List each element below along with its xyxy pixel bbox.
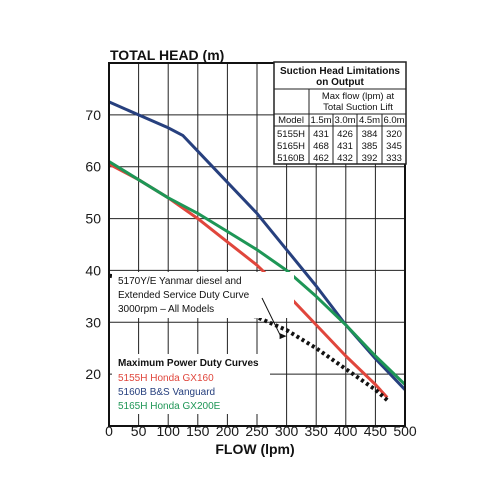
legend-title: Maximum Power Duty Curves	[118, 358, 259, 369]
x-tick-label: 50	[131, 423, 147, 439]
table-cell: 432	[337, 153, 353, 164]
table-cell: 431	[337, 141, 353, 152]
annotation-line-3: 3000rpm – All Models	[118, 304, 214, 315]
suction-head-table: Suction Head Limitations on Output Max f…	[273, 61, 407, 165]
table-cell: 385	[362, 141, 378, 152]
annotation-line-2: Extended Service Duty Curve	[118, 290, 250, 301]
table-header-cell: 3.0m	[334, 115, 355, 126]
annotation-backdrop	[112, 272, 294, 318]
table-cell: 333	[386, 153, 402, 164]
x-tick-label: 400	[334, 423, 358, 439]
plot-border	[108, 62, 406, 427]
table-header-cell: 4.5m	[359, 115, 380, 126]
annotation-line-1: 5170Y/E Yanmar diesel and	[118, 276, 242, 287]
x-tick-label: 100	[157, 423, 181, 439]
table-cell: 5155H	[277, 129, 305, 140]
table-cell: 5165H	[277, 141, 305, 152]
table-cell: 5160B	[277, 153, 304, 164]
x-tick-label: 300	[275, 423, 299, 439]
table-cell: 468	[313, 141, 329, 152]
x-tick-label: 350	[305, 423, 329, 439]
annotation-arrow-line	[261, 297, 282, 337]
legend-backdrop	[112, 354, 270, 414]
x-tick-label: 200	[216, 423, 240, 439]
annotation-arrow	[261, 297, 287, 340]
legend-entry-5155h: 5155H Honda GX160	[118, 373, 214, 384]
table-subheader-line-2: Total Suction Lift	[323, 102, 393, 113]
table-background	[273, 61, 407, 165]
legend-entry-5160b: 5160B B&S Vanguard	[118, 387, 215, 398]
y-tick-label: 40	[85, 262, 101, 278]
legend: Maximum Power Duty Curves 5155H Honda GX…	[112, 354, 270, 414]
tick-labels: 0 50 100 150 200 250 300 350 400 450 500 20 30 40 50 60…	[85, 107, 416, 439]
table-subheader-line-1: Max flow (lpm) at	[322, 91, 395, 102]
table-cell: 320	[386, 129, 402, 140]
x-tick-label: 150	[186, 423, 210, 439]
annotation: 5170Y/E Yanmar diesel and Extended Servi…	[112, 272, 294, 340]
plot-frame	[108, 62, 406, 427]
annotation-arrow-head	[279, 333, 287, 340]
x-tick-label: 500	[393, 423, 417, 439]
table-cell: 384	[362, 129, 378, 140]
x-tick-label: 250	[245, 423, 269, 439]
legend-entry-5165h: 5165H Honda GX200E	[118, 401, 221, 412]
y-tick-label: 50	[85, 211, 101, 227]
table-header-cell: Model	[278, 115, 304, 126]
y-axis-title: TOTAL HEAD (m)	[110, 47, 224, 63]
y-tick-label: 70	[85, 107, 101, 123]
table-cell: 345	[386, 141, 402, 152]
table-cell: 431	[313, 129, 329, 140]
table-header-cell: 6.0m	[383, 115, 404, 126]
table-header-cell: 1.5m	[310, 115, 331, 126]
x-axis-title: FLOW (lpm)	[215, 441, 294, 457]
table-cell: 426	[337, 129, 353, 140]
y-tick-label: 60	[85, 159, 101, 175]
x-tick-label: 450	[364, 423, 388, 439]
table-title-line-1: Suction Head Limitations	[280, 66, 400, 77]
table-cell: 392	[362, 153, 378, 164]
y-tick-label: 30	[85, 314, 101, 330]
y-tick-label: 20	[85, 366, 101, 382]
table-title-line-2: on Output	[316, 77, 364, 88]
x-tick-label: 0	[105, 423, 113, 439]
table-cell: 462	[313, 153, 329, 164]
series-line-2	[108, 160, 407, 386]
